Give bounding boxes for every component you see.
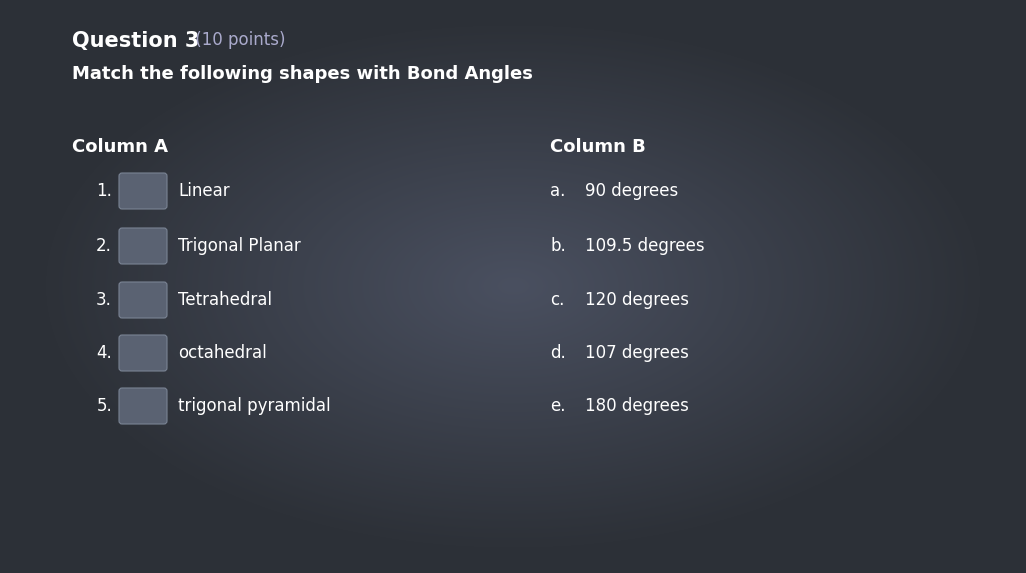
FancyBboxPatch shape [119, 282, 167, 318]
Text: e.: e. [550, 397, 565, 415]
Text: 5.: 5. [96, 397, 112, 415]
Text: 109.5 degrees: 109.5 degrees [585, 237, 705, 255]
Text: 3.: 3. [96, 291, 112, 309]
FancyBboxPatch shape [119, 335, 167, 371]
Text: 107 degrees: 107 degrees [585, 344, 688, 362]
Text: 90 degrees: 90 degrees [585, 182, 678, 200]
Text: trigonal pyramidal: trigonal pyramidal [177, 397, 330, 415]
FancyBboxPatch shape [119, 228, 167, 264]
Text: 180 degrees: 180 degrees [585, 397, 688, 415]
Text: 120 degrees: 120 degrees [585, 291, 689, 309]
Text: octahedral: octahedral [177, 344, 267, 362]
Text: Column B: Column B [550, 138, 645, 156]
Text: c.: c. [550, 291, 564, 309]
Text: Trigonal Planar: Trigonal Planar [177, 237, 301, 255]
Text: d.: d. [550, 344, 565, 362]
Text: Column A: Column A [72, 138, 168, 156]
Text: 2.: 2. [96, 237, 112, 255]
Text: 4.: 4. [96, 344, 112, 362]
Text: b.: b. [550, 237, 565, 255]
Text: Match the following shapes with Bond Angles: Match the following shapes with Bond Ang… [72, 65, 532, 83]
Text: Tetrahedral: Tetrahedral [177, 291, 272, 309]
Text: a.: a. [550, 182, 565, 200]
FancyBboxPatch shape [119, 388, 167, 424]
Text: Linear: Linear [177, 182, 230, 200]
Text: Question 3: Question 3 [72, 31, 199, 51]
FancyBboxPatch shape [119, 173, 167, 209]
Text: 1.: 1. [96, 182, 112, 200]
Text: (10 points): (10 points) [190, 31, 285, 49]
